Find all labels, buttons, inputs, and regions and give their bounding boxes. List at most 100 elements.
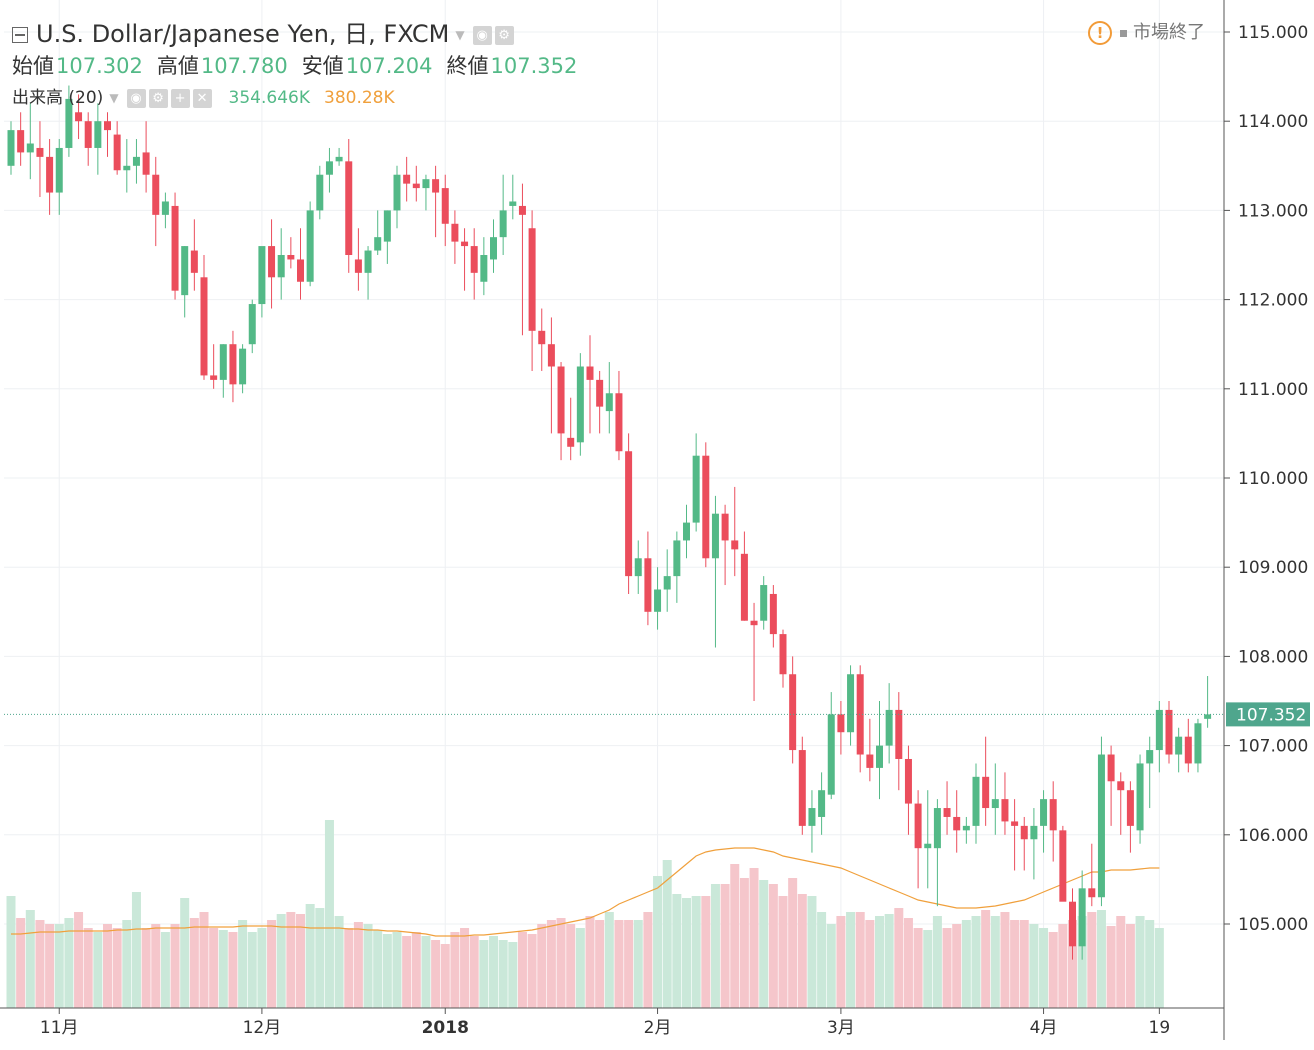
candle-body	[644, 558, 652, 612]
gear-icon[interactable]: ⚙	[148, 88, 168, 108]
volume-bar	[1058, 924, 1068, 1008]
candle-body	[219, 344, 227, 380]
volume-bar	[1010, 920, 1020, 1008]
candle	[239, 344, 247, 394]
volume-bar	[749, 868, 759, 1008]
candle-body	[779, 634, 787, 675]
volume-label[interactable]: 出来高 (20)	[12, 88, 104, 108]
volume-bar	[353, 922, 363, 1008]
candle-body	[943, 808, 951, 817]
candle	[779, 629, 787, 688]
volume-bar	[93, 932, 103, 1008]
candle	[1155, 701, 1163, 773]
candle	[55, 139, 63, 215]
candle-body	[451, 223, 459, 242]
volume-bar	[440, 944, 450, 1008]
volume-bar	[913, 928, 923, 1008]
candle	[1194, 718, 1202, 773]
gear-icon[interactable]: ⚙	[494, 25, 514, 45]
candle-body	[480, 255, 488, 282]
volume-bar	[1029, 924, 1039, 1008]
chevron-down-icon[interactable]: ▼	[109, 91, 119, 105]
candle	[798, 736, 806, 835]
candle	[152, 156, 160, 247]
candle-body	[1204, 714, 1212, 719]
eye-icon[interactable]: ◉	[472, 25, 492, 45]
candle	[808, 790, 816, 853]
candle	[982, 736, 990, 826]
candle-body	[721, 513, 729, 541]
candle-body	[470, 246, 478, 273]
close-icon[interactable]: ✕	[192, 88, 212, 108]
candle-body	[84, 121, 92, 148]
volume-bar	[894, 908, 904, 1008]
volume-ma-path	[11, 847, 1160, 937]
candle-body	[1049, 799, 1057, 831]
chevron-down-icon[interactable]: ▼	[455, 28, 465, 42]
candle-body	[547, 344, 555, 367]
candle	[904, 745, 912, 835]
candle	[374, 210, 382, 255]
candle	[953, 790, 961, 853]
candle-body	[46, 156, 54, 193]
volume-bar	[1039, 928, 1049, 1008]
candle	[605, 362, 613, 434]
candle-body	[123, 165, 131, 171]
symbol-title[interactable]: U.S. Dollar/Japanese Yen, 日, FXCM	[36, 20, 450, 48]
candle-body	[26, 143, 34, 153]
volume-bar	[691, 896, 701, 1008]
warning-icon[interactable]: !	[1088, 21, 1112, 45]
volume-bar	[122, 920, 132, 1008]
candle	[451, 210, 459, 264]
candle-body	[586, 366, 594, 380]
candle	[760, 576, 768, 630]
candle	[219, 344, 227, 398]
volume-bar	[508, 942, 518, 1008]
candle	[1204, 676, 1212, 728]
candle-body	[1194, 723, 1202, 764]
candle	[972, 763, 980, 844]
volume-bar	[923, 930, 933, 1008]
candle-body	[258, 246, 266, 305]
candle-body	[36, 147, 44, 157]
price-candles	[7, 85, 1212, 960]
candle-body	[239, 348, 247, 385]
candle-body	[383, 210, 391, 242]
chart-grid	[4, 0, 1224, 1008]
candle	[7, 121, 15, 175]
volume-bar	[411, 932, 421, 1008]
volume-bar	[566, 924, 576, 1008]
candle-body	[615, 393, 623, 452]
volume-bar	[807, 896, 817, 1008]
candle-body	[55, 147, 63, 193]
candle	[75, 94, 83, 140]
candle-body	[895, 709, 903, 759]
eye-icon[interactable]: ◉	[126, 88, 146, 108]
time-tick-label: 2月	[644, 1018, 672, 1038]
volume-bar	[267, 920, 277, 1008]
plus-icon[interactable]: +	[170, 88, 190, 108]
candle-body	[634, 558, 642, 577]
volume-bar	[16, 918, 26, 1008]
symbol-legend: U.S. Dollar/Japanese Yen, 日, FXCM ▼ ◉ ⚙	[12, 18, 517, 50]
collapse-icon[interactable]	[12, 27, 28, 43]
candle	[1001, 772, 1009, 835]
open-value: 107.302	[56, 54, 143, 78]
candle-body	[1165, 709, 1173, 755]
candle-body	[673, 540, 681, 577]
market-status-text: 市場終了	[1133, 22, 1205, 43]
volume-bar	[643, 912, 653, 1008]
candle-body	[1126, 790, 1134, 826]
volume-bar	[662, 860, 672, 1008]
volume-bar	[961, 920, 971, 1008]
candle	[306, 201, 314, 287]
price-tick-label: 107.000	[1238, 737, 1308, 757]
price-tick-label: 112.000	[1238, 291, 1308, 311]
candle-body	[808, 808, 816, 826]
candle	[740, 531, 748, 621]
candle	[297, 228, 304, 300]
candle	[470, 228, 478, 300]
close-value: 107.352	[490, 54, 578, 78]
candle-body	[847, 674, 855, 733]
